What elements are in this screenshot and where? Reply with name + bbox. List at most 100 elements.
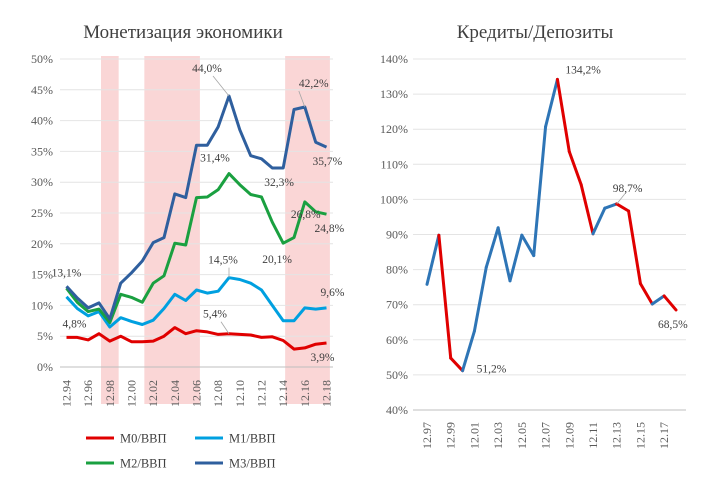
line-segment — [425, 233, 441, 286]
data-label: 35,7% — [313, 156, 343, 168]
line-segment — [520, 233, 536, 258]
line-segment — [627, 209, 642, 286]
line-segment — [484, 226, 500, 269]
x-tick-label: 12.17 — [657, 422, 671, 449]
x-tick-label: 12.15 — [633, 422, 647, 449]
x-tick-label: 12.18 — [320, 380, 334, 407]
y-tick-label: 20% — [31, 237, 53, 251]
right-series-line — [425, 77, 678, 373]
x-tick-label: 12.05 — [515, 422, 529, 449]
line-segment — [472, 265, 488, 333]
left-series-lines — [65, 94, 328, 351]
left-legend: M0/ВВП M1/ВВП M2/ВВП M3/ВВП — [86, 432, 276, 471]
right-gridlines — [413, 58, 686, 411]
left-x-axis-ticks: 12.94 12.96 12.98 12.00 12.02 12.04 12.06 12.08… — [60, 380, 334, 407]
x-tick-label: 12.08 — [211, 380, 225, 407]
data-label: 134,2% — [565, 64, 601, 76]
line-segment — [567, 150, 583, 187]
y-tick-label: 40% — [386, 403, 408, 417]
x-tick-label: 12.07 — [539, 422, 553, 449]
line-segment — [508, 233, 524, 283]
line-segment — [496, 226, 512, 283]
y-tick-label: 35% — [31, 144, 53, 158]
y-tick-label: 50% — [386, 368, 408, 382]
x-tick-label: 12.94 — [60, 380, 74, 407]
line-segment — [603, 202, 619, 210]
x-tick-label: 12.13 — [610, 422, 624, 449]
data-label: 26,8% — [291, 209, 321, 221]
right-data-labels: 51,2% 134,2% 98,7% 68,5% — [477, 64, 689, 375]
data-label: 14,5% — [208, 255, 238, 267]
leader-line — [220, 321, 230, 334]
x-tick-label: 12.04 — [168, 380, 182, 407]
data-label: 68,5% — [658, 319, 688, 331]
line-segment — [638, 282, 654, 306]
y-tick-label: 80% — [386, 263, 408, 277]
shaded-period-1 — [144, 56, 200, 404]
data-label: 98,7% — [613, 183, 643, 195]
x-tick-label: 12.98 — [103, 380, 117, 407]
y-tick-label: 45% — [31, 83, 53, 97]
y-tick-label: 30% — [31, 175, 53, 189]
y-tick-label: 60% — [386, 333, 408, 347]
y-tick-label: 90% — [386, 228, 408, 242]
x-tick-label: 12.97 — [420, 422, 434, 449]
y-tick-label: 100% — [380, 192, 408, 206]
x-tick-label: 12.16 — [298, 380, 312, 407]
x-tick-label: 12.96 — [81, 380, 95, 407]
legend-label: M3/ВВП — [229, 457, 276, 471]
y-tick-label: 130% — [380, 87, 408, 101]
leader-line — [298, 90, 306, 108]
left-data-labels: 13,1% 4,8% 44,0% 31,4% 14,5% 5,4% 32,3% 20,1% 42… — [52, 63, 345, 364]
leader-line — [212, 75, 230, 97]
x-tick-label: 12.06 — [190, 380, 204, 407]
line-segment — [579, 183, 595, 236]
series-line-m1-ввп — [65, 276, 327, 329]
data-label: 32,3% — [264, 177, 294, 189]
line-segment — [532, 125, 548, 258]
data-label: 20,1% — [262, 254, 292, 266]
series-line-m0-ввп — [66, 326, 327, 351]
y-tick-label: 140% — [380, 52, 408, 66]
line-segment — [461, 329, 476, 373]
line-segment — [449, 356, 465, 373]
y-tick-label: 15% — [31, 268, 53, 282]
left-y-axis-ticks: 0% 5% 10% 15% 20% 25% 30% 35% 40% 45% 50% — [31, 52, 53, 374]
right-chart-loans-deposits: Кредиты/Депозиты 40% 50% 60% 70% 80% 90% 100% 1… — [380, 22, 688, 449]
y-tick-label: 40% — [31, 114, 53, 128]
data-label: 51,2% — [477, 364, 507, 376]
left-chart-title: Монетизация экономики — [83, 22, 283, 43]
line-segment — [615, 202, 631, 213]
x-tick-label: 12.02 — [146, 380, 160, 407]
line-segment — [437, 233, 453, 360]
leader-line — [616, 193, 626, 205]
y-tick-label: 5% — [37, 329, 53, 343]
data-label: 3,9% — [311, 352, 335, 364]
legend-label: M2/ВВП — [120, 457, 167, 471]
y-tick-label: 10% — [31, 298, 53, 312]
left-chart-monetization: Монетизация экономики 0% 5% 10% 15% 20% 25% 30… — [31, 22, 345, 471]
line-segment — [650, 294, 666, 306]
x-tick-label: 12.03 — [491, 422, 505, 449]
data-label: 42,2% — [299, 78, 329, 90]
left-gridlines — [60, 58, 333, 368]
x-tick-label: 12.00 — [125, 380, 139, 407]
line-segment — [662, 294, 678, 312]
data-label: 31,4% — [200, 153, 230, 165]
x-tick-label: 12.01 — [467, 422, 481, 449]
right-x-axis-ticks: 12.97 12.99 12.01 12.03 12.05 12.07 12.09 12.11… — [420, 422, 671, 449]
shaded-period-0 — [101, 56, 119, 404]
x-tick-label: 12.10 — [233, 380, 247, 407]
y-tick-label: 120% — [380, 122, 408, 136]
y-tick-label: 25% — [31, 206, 53, 220]
right-chart-title: Кредиты/Депозиты — [457, 22, 614, 43]
data-label: 9,6% — [321, 287, 345, 299]
y-tick-label: 70% — [386, 298, 408, 312]
line-segment — [591, 206, 607, 236]
x-tick-label: 12.11 — [586, 422, 600, 449]
data-label: 5,4% — [203, 309, 227, 321]
data-label: 4,8% — [63, 318, 87, 330]
series-line-m3-ввп — [65, 94, 328, 321]
x-tick-label: 12.14 — [276, 380, 290, 407]
